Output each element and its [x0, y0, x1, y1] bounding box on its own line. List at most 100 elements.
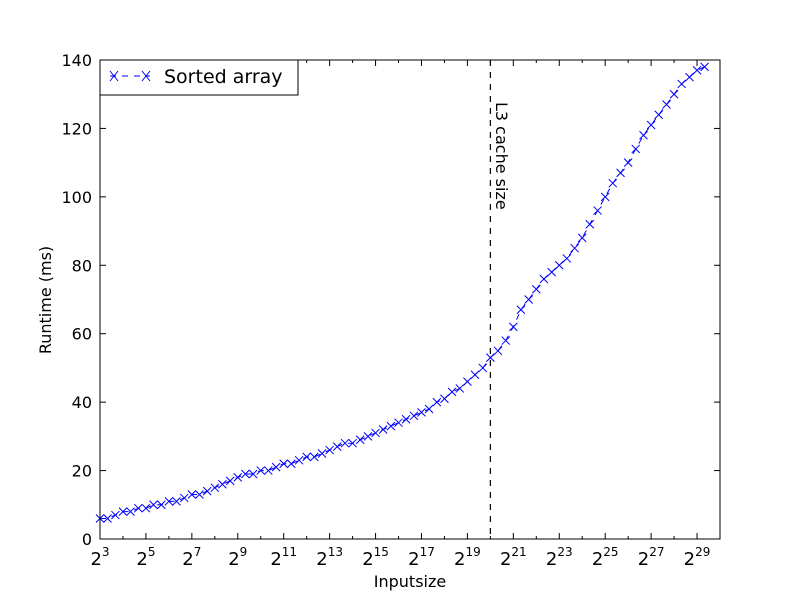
- data-point-x-marker: [172, 497, 181, 506]
- y-tick-label: 60: [72, 325, 92, 344]
- y-tick-label: 0: [82, 530, 92, 549]
- legend-label: Sorted array: [164, 66, 283, 88]
- data-point-x-marker: [562, 254, 572, 263]
- annotation-l3-cache-size: L3 cache size: [492, 102, 511, 210]
- data-point-x-marker: [202, 486, 212, 496]
- data-point-x-marker: [692, 65, 702, 75]
- legend: Sorted array: [99, 59, 299, 96]
- y-tick-label: 40: [72, 393, 92, 412]
- data-point-x-marker: [263, 466, 273, 475]
- data-point-x-marker: [432, 397, 442, 407]
- data-point-x-marker: [371, 428, 380, 438]
- data-point-x-marker: [547, 267, 557, 277]
- x-tick-label: 211: [270, 545, 297, 570]
- data-point-x-marker: [417, 408, 426, 417]
- y-axis-label: Runtime (ms): [36, 246, 55, 354]
- legend-marker-x-icon: [109, 70, 151, 82]
- data-point-x-marker: [600, 192, 610, 202]
- x-tick-label: 215: [362, 545, 389, 570]
- y-tick-label: 140: [61, 51, 92, 70]
- plot-layer: [95, 60, 709, 539]
- data-point-x-marker: [669, 89, 679, 99]
- data-point-x-marker: [309, 452, 319, 462]
- x-tick-label: 219: [454, 545, 481, 570]
- data-point-x-marker: [225, 476, 235, 486]
- data-point-x-marker: [685, 72, 694, 82]
- data-point-x-marker: [455, 384, 465, 393]
- legend-box: [99, 59, 299, 96]
- data-point-x-marker: [608, 178, 618, 188]
- data-point-x-marker: [440, 394, 449, 404]
- x-tick-label: 27: [182, 545, 201, 570]
- data-point-x-marker: [677, 79, 687, 89]
- data-point-x-marker: [516, 305, 526, 315]
- data-point-x-marker: [639, 130, 648, 140]
- data-point-x-marker: [241, 469, 250, 479]
- data-point-x-marker: [141, 503, 151, 513]
- y-tick-label: 120: [61, 119, 92, 138]
- y-tick-label: 20: [72, 462, 92, 481]
- data-point-x-marker: [256, 466, 266, 475]
- x-tick-label: 229: [684, 545, 711, 570]
- data-point-x-marker: [409, 411, 419, 421]
- data-point-x-marker: [363, 432, 373, 441]
- data-point-x-marker: [348, 438, 357, 448]
- data-point-x-marker: [394, 418, 403, 428]
- data-point-x-marker: [646, 120, 656, 130]
- data-point-x-marker: [271, 462, 281, 472]
- data-point-x-marker: [386, 421, 396, 431]
- y-tick-label: 100: [61, 188, 92, 207]
- data-point-x-marker: [570, 243, 579, 253]
- data-point-x-marker: [378, 425, 388, 434]
- data-point-x-marker: [195, 490, 204, 499]
- data-point-x-marker: [524, 295, 534, 304]
- x-tick-label: 25: [136, 545, 155, 570]
- data-point-x-marker: [179, 493, 189, 503]
- data-point-x-marker: [302, 452, 312, 462]
- data-point-x-marker: [654, 110, 664, 120]
- y-tick-label: 80: [72, 256, 92, 275]
- data-point-x-marker: [577, 233, 587, 243]
- data-point-x-marker: [623, 158, 633, 167]
- axes-frame: [99, 59, 721, 540]
- data-point-x-marker: [248, 469, 258, 479]
- x-axis-label: Inputsize: [374, 572, 446, 591]
- data-point-x-marker: [325, 445, 334, 455]
- data-point-x-marker: [103, 514, 112, 523]
- data-point-x-marker: [156, 500, 166, 510]
- x-tick-label: 29: [228, 545, 247, 570]
- data-point-x-marker: [279, 459, 289, 469]
- data-point-x-marker: [317, 449, 327, 458]
- data-point-x-marker: [447, 387, 457, 397]
- ticks-layer: 0 20 40 60 80 100 120 140 23 25 27 29 211 213 215 217 21…: [61, 51, 721, 570]
- data-point-x-marker: [631, 144, 641, 154]
- x-tick-label: 223: [546, 545, 573, 570]
- x-tick-label: 213: [316, 545, 343, 570]
- data-point-x-marker: [493, 346, 503, 356]
- x-tick-label: 227: [638, 545, 665, 570]
- data-point-x-marker: [700, 62, 709, 72]
- data-point-x-marker: [149, 500, 158, 510]
- data-point-x-marker: [355, 435, 365, 445]
- data-point-x-marker: [111, 510, 120, 520]
- data-point-x-marker: [340, 438, 350, 448]
- data-point-x-marker: [501, 336, 511, 345]
- data-point-x-marker: [531, 284, 541, 294]
- data-point-x-marker: [486, 353, 495, 363]
- x-tick-label: 217: [408, 545, 435, 570]
- data-point-x-marker: [478, 363, 488, 373]
- data-point-x-marker: [233, 473, 243, 482]
- data-point-x-marker: [126, 507, 135, 516]
- data-point-x-marker: [593, 206, 602, 215]
- data-point-x-marker: [424, 404, 434, 414]
- data-point-x-marker: [508, 322, 518, 332]
- x-tick-label: 23: [90, 545, 109, 570]
- data-point-x-marker: [286, 459, 296, 469]
- data-point-x-marker: [164, 497, 174, 506]
- data-point-x-marker: [187, 490, 197, 499]
- data-point-x-marker: [662, 100, 671, 109]
- x-tick-label: 225: [592, 545, 619, 570]
- data-point-x-marker: [294, 455, 304, 465]
